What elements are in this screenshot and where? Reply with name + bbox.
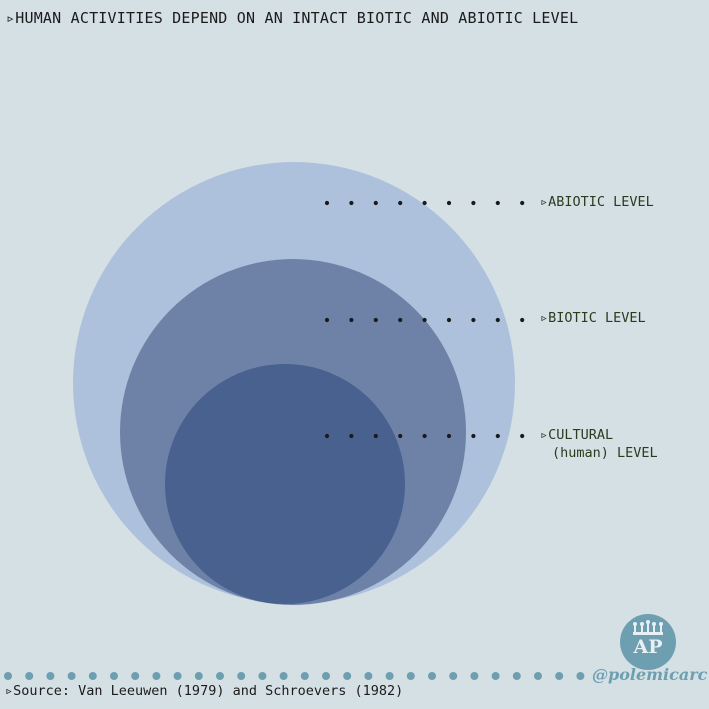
logo-badge: AP [620,614,676,670]
footer-dot [406,672,415,680]
cultural-leader-dot [373,433,378,439]
footer-dot [470,672,479,680]
footer-dot [258,672,267,680]
footer-dot [110,672,118,680]
logo-text: AP [633,636,663,658]
abiotic-leader-dot [520,200,525,206]
abiotic-leader-dot [324,200,330,206]
footer-dot [491,672,500,680]
footer-dot [237,672,246,680]
cultural-leader-dot [349,433,354,439]
footer-dot [512,672,521,680]
footer-dot [67,672,76,680]
footer-dot [534,672,542,680]
leader-lines [324,200,525,439]
footer-dot [88,672,97,680]
abiotic-leader-dot [398,200,403,206]
footer-dot [300,672,309,680]
cultural-leader-dot [471,433,476,439]
footer-dot [131,672,140,680]
abiotic-leader-dot [446,200,452,206]
footer-dot [25,672,34,680]
footer-dot [576,672,585,680]
biotic-leader-dot [520,317,525,323]
biotic-leader-dot [446,317,452,323]
biotic-leader-dot [373,317,378,323]
cultural-level-label-line1: ▹CULTURAL [540,427,614,443]
biotic-leader-dot [349,317,354,323]
footer-dot [4,672,12,680]
cultural-leader-dot [520,433,525,439]
abiotic-leader-dot [373,200,378,206]
biotic-leader-dot [422,317,427,323]
author-handle: @polemicarc [592,665,708,684]
footer-dot [428,672,436,680]
biotic-leader-dot [471,317,476,323]
abiotic-leader-dot [349,200,354,206]
abiotic-leader-dot [471,200,476,206]
abiotic-level-label: ▹ABIOTIC LEVEL [540,194,654,210]
footer-dot [279,672,288,680]
footer-dot [46,672,55,680]
footer-dot [173,672,182,680]
footer-dot [216,672,224,680]
footer-dot [322,672,330,680]
biotic-level-label: ▹BIOTIC LEVEL [540,310,646,326]
biotic-leader-dot [398,317,403,323]
footer-dot [385,672,394,680]
cultural-leader-dot [446,433,452,439]
crown-icon [633,620,663,635]
footer-dot [364,672,373,680]
cultural-leader-dot [398,433,403,439]
cultural-leader-dot [422,433,427,439]
footer-dot [555,672,564,680]
source-note: ▹Source: Van Leeuwen (1979) and Schroeve… [5,683,404,699]
cultural-level-label: ▹CULTURAL (human) LEVEL [540,426,658,462]
footer-dot [449,672,458,680]
cultural-leader-dot [495,433,500,439]
footer-dot [194,672,203,680]
biotic-leader-dot [324,317,330,323]
abiotic-leader-dot [422,200,427,206]
cultural-level-circle [165,364,405,604]
cultural-level-label-line2: (human) LEVEL [552,445,658,461]
abiotic-leader-dot [495,200,500,206]
cultural-leader-dot [324,433,330,439]
footer-dot [152,672,161,680]
biotic-leader-dot [495,317,500,323]
footer-dot [343,672,352,680]
page-title: ▹HUMAN ACTIVITIES DEPEND ON AN INTACT BI… [6,9,579,27]
footer-dot-divider [4,672,585,680]
